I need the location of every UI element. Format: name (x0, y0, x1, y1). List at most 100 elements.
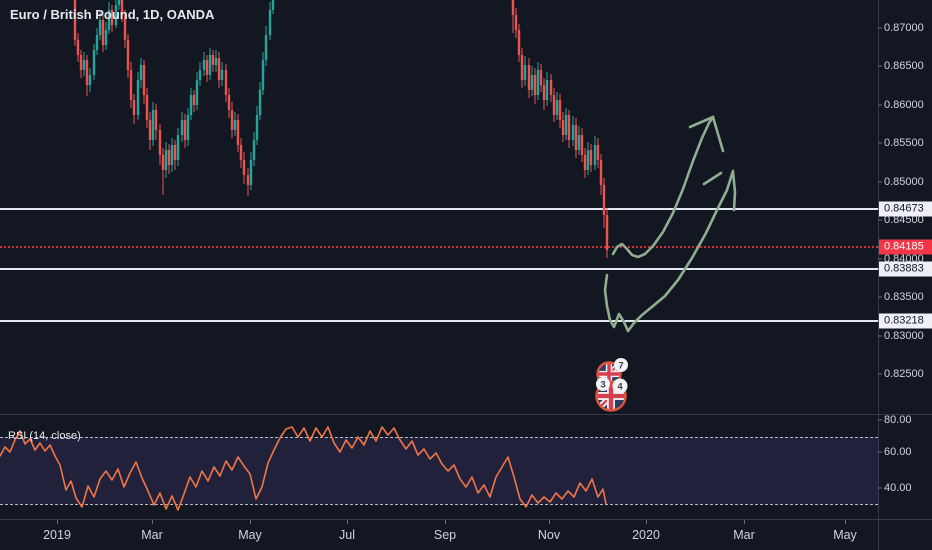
candle (545, 72, 549, 106)
candle (76, 33, 80, 62)
price-tick-label: 0.84500 (884, 214, 924, 226)
candle (567, 110, 571, 148)
candle (233, 112, 237, 136)
price-tick-label: 0.83000 (884, 330, 924, 342)
candle (132, 94, 136, 124)
price-tickmark (878, 142, 882, 144)
candle (167, 144, 171, 174)
svg-text:4: 4 (617, 381, 623, 392)
price-pane[interactable] (0, 0, 878, 414)
price-tick-label: 0.86500 (884, 60, 924, 72)
candle (208, 48, 212, 80)
candle (561, 112, 565, 142)
price-tick-label: 0.86000 (884, 99, 924, 111)
candle (271, 0, 275, 14)
candle (151, 102, 155, 146)
time-tick-label: Jul (339, 528, 355, 542)
rsi-indicator-label[interactable]: RSI (14, close) (8, 430, 81, 442)
candle (552, 88, 556, 122)
rsi-lower-dashed-line (0, 504, 878, 505)
candle (214, 50, 218, 72)
candle (555, 92, 559, 120)
pane-separator[interactable] (0, 414, 932, 415)
candle (92, 44, 96, 80)
rsi-line (0, 426, 607, 511)
price-tickmark (878, 335, 882, 337)
price-tick-label: 0.85000 (884, 176, 924, 188)
candle (539, 64, 543, 92)
candle (176, 128, 180, 166)
price-tickmark (878, 451, 882, 453)
candle (110, 5, 114, 32)
candle (202, 52, 206, 76)
time-tickmark (744, 520, 745, 524)
price-axis-separator (878, 0, 879, 550)
price-tickmark (878, 219, 882, 221)
candle (599, 154, 603, 195)
candle (249, 152, 253, 190)
candle (129, 62, 133, 108)
time-tick-label: May (238, 528, 262, 542)
candle (95, 28, 99, 55)
candle (224, 64, 228, 102)
svg-text:7: 7 (618, 360, 623, 371)
candle (586, 142, 590, 175)
candle (564, 108, 568, 140)
candle (255, 106, 259, 145)
trend-projection-drawing[interactable] (603, 115, 737, 333)
candle (252, 132, 256, 166)
price-axis[interactable]: 0.87000 0.86500 0.86000 0.85500 0.85000 0.845… (878, 0, 932, 550)
rsi-tick-label: 60.00 (884, 446, 912, 458)
rsi-pane[interactable] (0, 414, 878, 519)
time-tickmark (445, 520, 446, 524)
price-tickmark (878, 104, 882, 106)
candle (114, 0, 118, 28)
candle (242, 152, 246, 184)
time-tick-label: May (833, 528, 857, 542)
price-tickmark (878, 373, 882, 375)
candle (126, 34, 130, 78)
horizontal-level-line[interactable] (0, 320, 878, 322)
time-tick-label: 2019 (43, 528, 71, 542)
candle (158, 124, 162, 165)
candle (268, 2, 272, 40)
time-tick-label: Mar (141, 528, 163, 542)
candle (542, 78, 546, 110)
price-tickmark (878, 296, 882, 298)
candle (139, 58, 143, 88)
candle (192, 90, 196, 112)
candle (107, 2, 111, 34)
time-tickmark (646, 520, 647, 524)
candle (236, 114, 240, 152)
horizontal-level-line[interactable] (0, 208, 878, 210)
time-axis-separator (0, 519, 932, 520)
time-tick-label: Mar (733, 528, 755, 542)
candle (183, 114, 187, 148)
candle (258, 82, 262, 120)
candle (523, 56, 527, 86)
candle (217, 52, 221, 88)
level-price-label: 0.83218 (879, 313, 932, 329)
candle (583, 148, 587, 178)
candlestick-series[interactable] (73, 0, 609, 258)
candle (511, 0, 515, 33)
candle (205, 55, 209, 82)
symbol-title[interactable]: Euro / British Pound, 1D, OANDA (10, 7, 215, 22)
candle (142, 60, 146, 104)
candle (73, 0, 77, 46)
candle (514, 8, 518, 38)
candle (173, 140, 177, 170)
candle (602, 178, 606, 228)
level-price-label: 0.83883 (879, 261, 932, 277)
idea-count-badge: 3 (596, 377, 610, 391)
candle (577, 126, 581, 155)
price-tickmark (878, 487, 882, 489)
time-axis[interactable]: 2019 Mar May Jul Sep Nov 2020 Mar May (0, 520, 932, 550)
level-price-label: 0.84673 (879, 201, 932, 217)
time-tickmark (347, 520, 348, 524)
candle (198, 62, 202, 86)
horizontal-level-line[interactable] (0, 268, 878, 270)
